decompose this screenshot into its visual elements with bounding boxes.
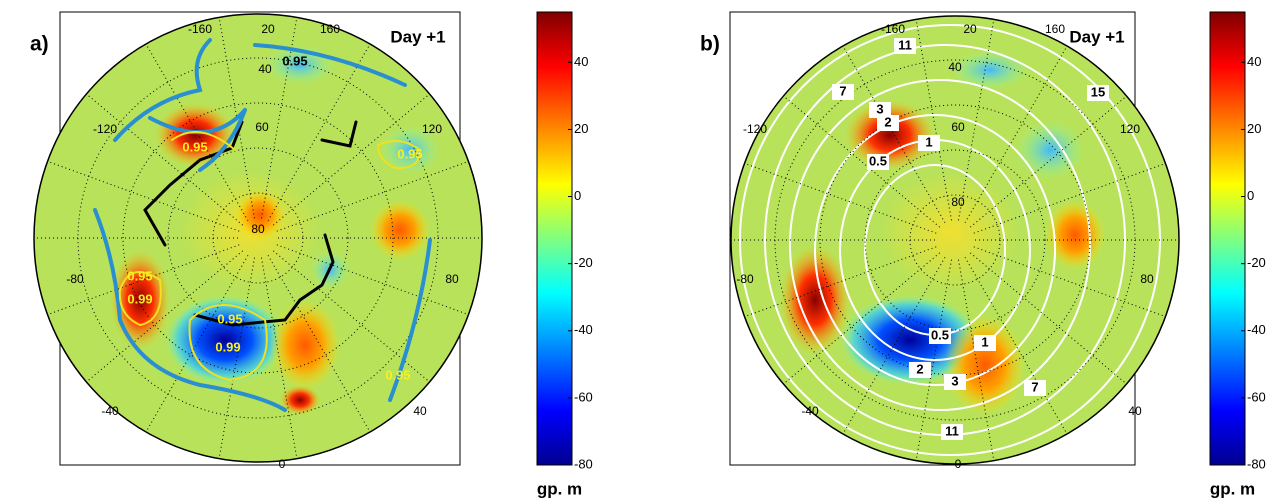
colorbar-tick-label: 0 <box>1247 188 1254 203</box>
colorbar-tick-label: 20 <box>1247 121 1261 136</box>
contour-label-box <box>918 135 940 151</box>
colorbar-unit: gp. m <box>537 479 582 498</box>
contour-label: 15 <box>1091 84 1105 99</box>
contour-label-box <box>877 115 899 131</box>
colorbar-tick-label: -80 <box>574 456 593 471</box>
longitude-label: 120 <box>422 122 442 136</box>
colorbar-tick-label: -60 <box>574 389 593 404</box>
contour-label-box <box>1087 85 1109 101</box>
longitude-label: 40 <box>258 62 272 76</box>
colorbar-tick-label: -40 <box>1247 322 1266 337</box>
colorbar <box>1209 11 1246 466</box>
panel-label: a) <box>30 33 49 56</box>
longitude-label: 40 <box>1128 404 1142 418</box>
graticule <box>34 17 1179 461</box>
longitude-label: -160 <box>188 22 212 36</box>
map-outline <box>730 15 1180 465</box>
colorbar-tick-label: -80 <box>1247 456 1266 471</box>
map-outline <box>33 13 483 463</box>
contour-label-box <box>1024 380 1046 396</box>
longitude-label: -80 <box>66 272 84 286</box>
colorbar-tick-label: 0 <box>574 188 581 203</box>
colorbar-tick-label: 40 <box>1247 54 1261 69</box>
colorbar-tick-label: -60 <box>1247 389 1266 404</box>
longitude-label: 80 <box>951 195 965 209</box>
contour-label: 1 <box>981 334 988 349</box>
contour-label: 7 <box>839 83 846 98</box>
longitude-label: 160 <box>320 22 340 36</box>
contour-label-box <box>941 424 963 440</box>
colorbar <box>536 11 573 466</box>
contour-label: 7 <box>1031 379 1038 394</box>
contour-label: 0.95 <box>397 146 422 161</box>
contour-label: 0.99 <box>127 291 152 306</box>
field <box>34 14 482 462</box>
contour-label: 2 <box>916 361 923 376</box>
longitude-label: 80 <box>1140 272 1154 286</box>
contour-label: 3 <box>876 101 883 116</box>
longitude-label: 20 <box>261 22 275 36</box>
contour-label: 0.95 <box>217 311 242 326</box>
longitude-label: 80 <box>251 222 265 236</box>
contour-label-box <box>894 38 916 54</box>
longitude-label: -120 <box>743 122 767 136</box>
contour-label-box <box>867 154 889 170</box>
contour-label: 0.5 <box>869 153 887 168</box>
longitude-label: -80 <box>736 272 754 286</box>
longitude-label: -120 <box>93 122 117 136</box>
contour-label-box <box>944 374 966 390</box>
contour-label: 0.95 <box>127 268 152 283</box>
longitude-label: -40 <box>101 404 119 418</box>
colorbar-tick-label: -20 <box>574 255 593 270</box>
contour-label: 0.5 <box>931 327 949 342</box>
longitude-label: -40 <box>801 404 819 418</box>
colorbar-tick-label: -40 <box>574 322 593 337</box>
longitude-label: 60 <box>951 120 965 134</box>
longitude-label: -160 <box>881 22 905 36</box>
contour-label: 0.99 <box>215 339 240 354</box>
contour-label-box <box>929 328 951 344</box>
longitude-label: 40 <box>413 404 427 418</box>
panel-title: Day +1 <box>1069 27 1124 46</box>
contour-label-box <box>832 84 854 100</box>
contour-label-box <box>974 335 996 351</box>
longitude-label: 0 <box>279 457 286 471</box>
colorbar-tick-label: 40 <box>574 54 588 69</box>
contour-label-box <box>869 102 891 118</box>
latitude-circle <box>819 104 1091 376</box>
panel-label: b) <box>700 33 720 56</box>
panel-title: Day +1 <box>390 27 445 46</box>
overlay-lines <box>93 38 432 412</box>
colorbar-unit: gp. m <box>1210 479 1255 498</box>
contour-label: 3 <box>951 373 958 388</box>
longitude-label: 60 <box>255 120 269 134</box>
latitude-circle <box>122 102 394 374</box>
colorbar-tick-label: 20 <box>574 121 588 136</box>
longitude-label: 40 <box>948 60 962 74</box>
longitude-label: 20 <box>963 22 977 36</box>
contour-label: 11 <box>898 37 912 52</box>
contour-label: 1 <box>925 134 932 149</box>
longitude-label: 80 <box>445 272 459 286</box>
colorbar-tick-label: -20 <box>1247 255 1266 270</box>
latitude-circle <box>864 149 1046 331</box>
contour-label: 0.95 <box>282 53 307 68</box>
contour-label: 0.95 <box>385 367 410 382</box>
contour-label: 11 <box>945 423 959 438</box>
longitude-label: 0 <box>955 457 962 471</box>
contour-label-box <box>909 362 931 378</box>
contour-label: 2 <box>884 114 891 129</box>
latitude-circle <box>167 147 349 329</box>
longitude-label: 120 <box>1120 122 1140 136</box>
longitude-label: 160 <box>1045 22 1065 36</box>
contour-label: 0.95 <box>182 139 207 154</box>
